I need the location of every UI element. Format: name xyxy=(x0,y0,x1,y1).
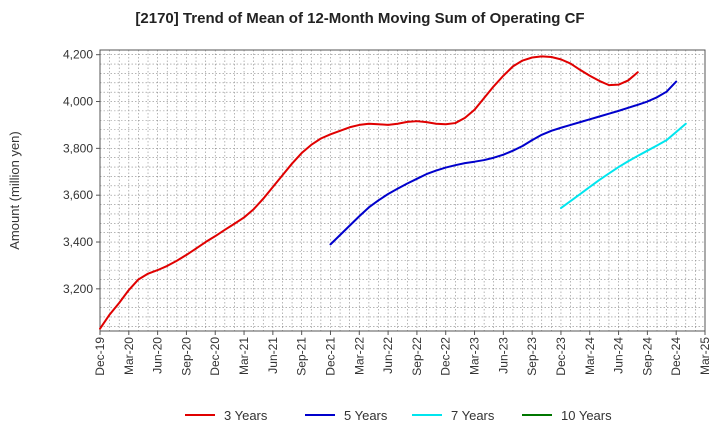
x-tick-label: Dec-21 xyxy=(323,337,337,376)
legend-label: 5 Years xyxy=(344,408,388,423)
x-tick-label: Mar-22 xyxy=(352,337,366,375)
x-tick-label: Dec-20 xyxy=(208,337,222,376)
y-tick-label: 4,000 xyxy=(63,95,93,109)
x-tick-label: Mar-25 xyxy=(698,337,712,375)
series-line-3-years xyxy=(99,55,639,330)
x-tick-label: Sep-20 xyxy=(179,337,193,376)
series-line-7-years xyxy=(559,122,687,210)
legend-label: 7 Years xyxy=(451,408,495,423)
x-tick-label: Jun-20 xyxy=(151,337,165,374)
x-tick-label: Mar-23 xyxy=(468,337,482,375)
y-axis-title: Amount (million yen) xyxy=(7,131,22,250)
series-line-5-years xyxy=(329,80,678,246)
x-tick-label: Mar-20 xyxy=(122,337,136,375)
y-tick-label: 3,600 xyxy=(63,188,93,202)
x-tick-label: Sep-23 xyxy=(525,337,539,376)
y-tick-label: 3,200 xyxy=(63,282,93,296)
x-tick-label: Dec-24 xyxy=(669,337,683,376)
legend-label: 3 Years xyxy=(224,408,268,423)
grid-lines xyxy=(100,50,705,331)
x-tick-label: Dec-23 xyxy=(554,337,568,376)
x-tick-label: Dec-22 xyxy=(439,337,453,376)
chart-title: [2170] Trend of Mean of 12-Month Moving … xyxy=(135,10,585,27)
y-tick-label: 3,800 xyxy=(63,141,93,155)
x-tick-label: Sep-22 xyxy=(410,337,424,376)
x-tick-label: Jun-21 xyxy=(266,337,280,374)
x-tick-label: Jun-22 xyxy=(381,337,395,374)
plot-frame xyxy=(99,49,706,332)
x-tick-label: Jun-24 xyxy=(612,337,626,374)
y-tick-label: 4,200 xyxy=(63,48,93,62)
x-tick-label: Mar-24 xyxy=(583,337,597,375)
x-tick-label: Jun-23 xyxy=(496,337,510,374)
x-tick-label: Sep-24 xyxy=(640,337,654,376)
legend-label: 10 Years xyxy=(561,408,612,423)
x-tick-label: Mar-21 xyxy=(237,337,251,375)
x-tick-label: Dec-19 xyxy=(93,337,107,376)
y-tick-label: 3,400 xyxy=(63,235,93,249)
x-tick-label: Sep-21 xyxy=(295,337,309,376)
